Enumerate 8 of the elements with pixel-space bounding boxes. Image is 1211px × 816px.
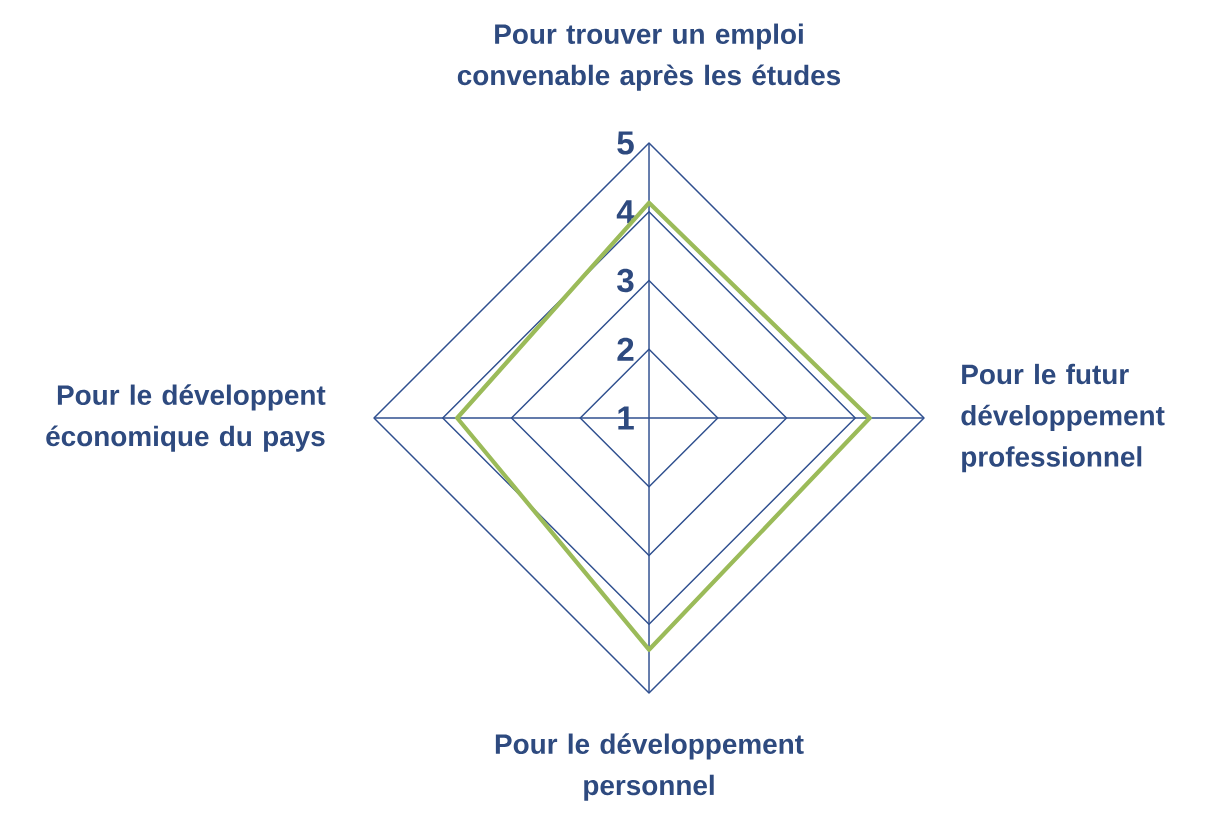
spoke-label: Pour trouver un emploi convenable après les études	[457, 23, 841, 91]
y-tick-label: 4	[616, 200, 635, 224]
spoke-label: Pour le développent économique du pays	[46, 384, 326, 452]
spoke-label: Pour le développement personnel	[495, 733, 804, 801]
y-tick-label: 5	[617, 131, 634, 155]
y-tick-label: 2	[617, 337, 634, 361]
spoke-label: Pour le futur développement professionnel	[961, 363, 1165, 473]
y-tick-label: 3	[617, 268, 634, 293]
